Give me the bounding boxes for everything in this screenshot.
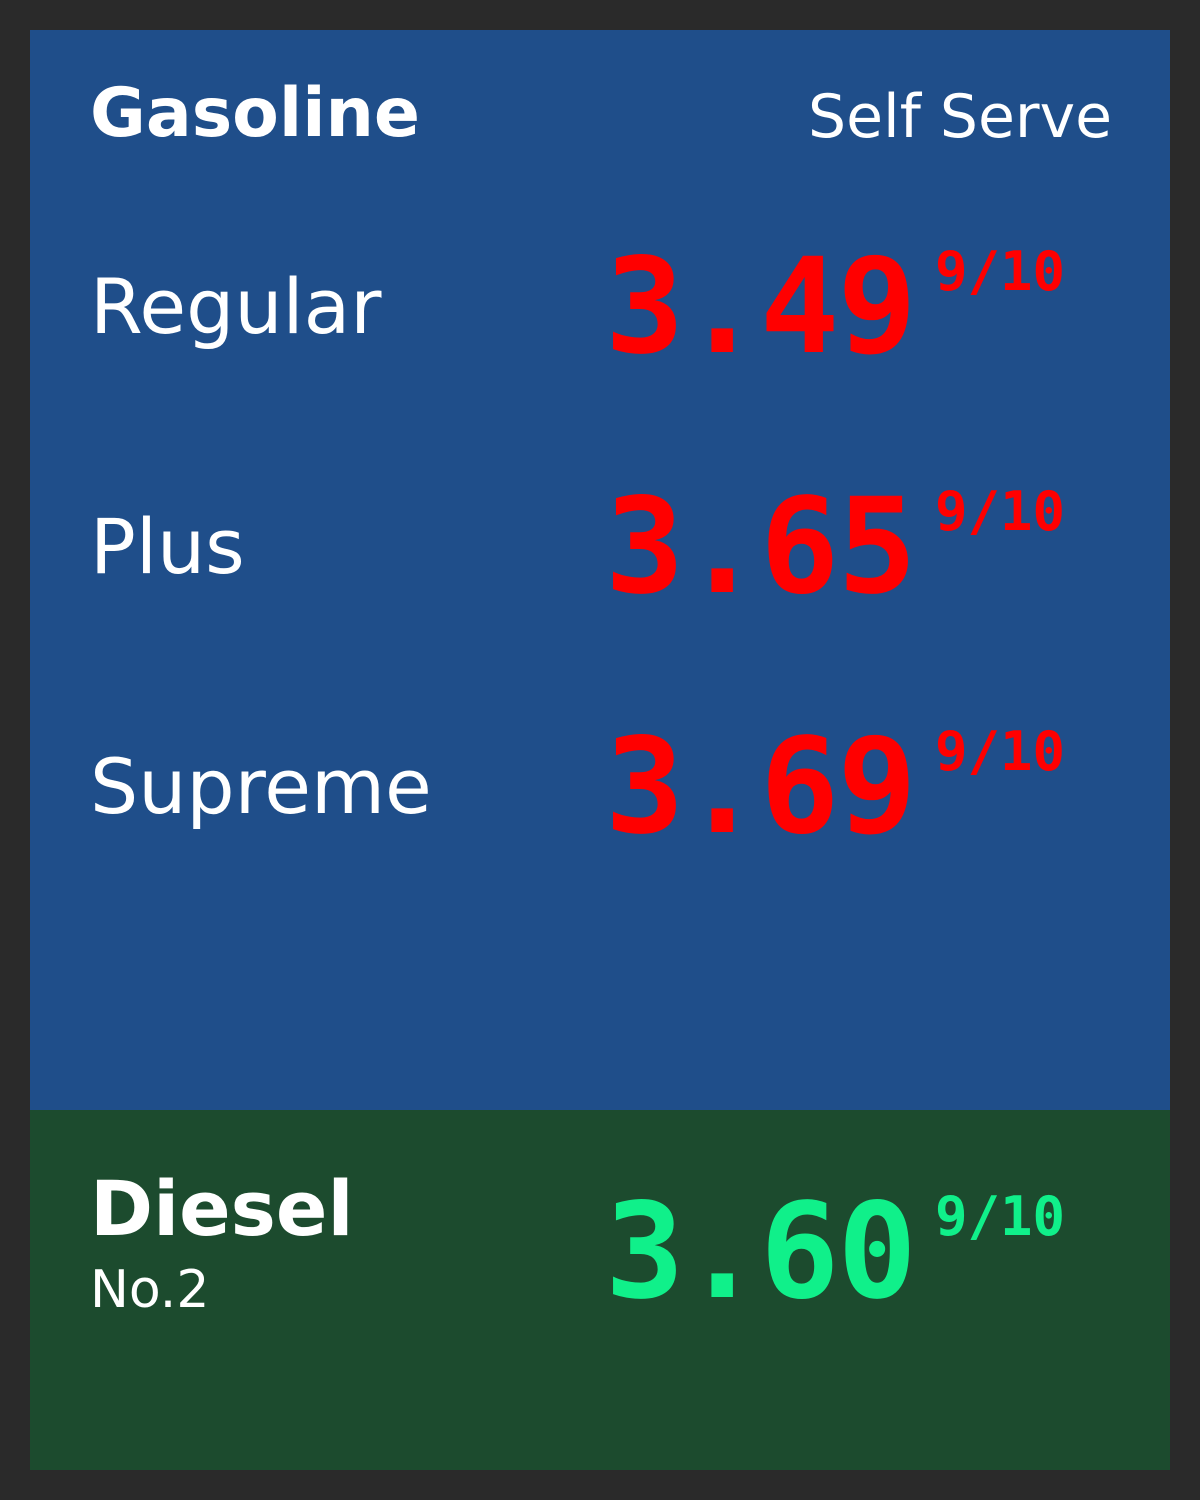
price-plus-value: 3.65 xyxy=(605,470,917,624)
price-regular-value: 3.49 xyxy=(605,230,917,384)
price-supreme: 3.69 9/10 xyxy=(605,710,1065,864)
gasoline-panel: Gasoline Self Serve Regular 3.49 9/10 Pl… xyxy=(30,30,1170,1110)
price-diesel: 3.60 9/10 xyxy=(605,1175,1065,1329)
price-regular-fraction: 9/10 xyxy=(935,240,1066,303)
diesel-subtitle: No.2 xyxy=(90,1260,210,1320)
price-plus-fraction: 9/10 xyxy=(935,480,1066,543)
grade-label-supreme: Supreme xyxy=(90,742,432,831)
price-supreme-value: 3.69 xyxy=(605,710,917,864)
diesel-title: Diesel xyxy=(90,1164,354,1253)
price-diesel-fraction: 9/10 xyxy=(935,1185,1066,1248)
self-serve-label: Self Serve xyxy=(808,82,1112,152)
price-plus: 3.65 9/10 xyxy=(605,470,1065,624)
grade-label-plus: Plus xyxy=(90,502,245,591)
grade-label-regular: Regular xyxy=(90,262,382,351)
gasoline-title: Gasoline xyxy=(90,74,421,153)
price-regular: 3.49 9/10 xyxy=(605,230,1065,384)
price-supreme-fraction: 9/10 xyxy=(935,720,1066,783)
price-sign: Gasoline Self Serve Regular 3.49 9/10 Pl… xyxy=(30,30,1170,1470)
diesel-panel: Diesel No.2 3.60 9/10 xyxy=(30,1110,1170,1470)
price-diesel-value: 3.60 xyxy=(605,1175,917,1329)
